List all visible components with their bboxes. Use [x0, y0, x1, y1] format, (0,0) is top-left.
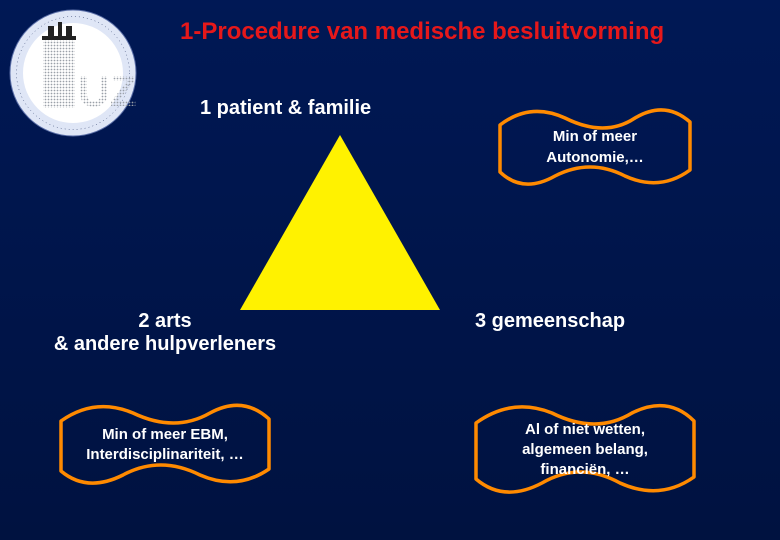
vertex-left-line2: & andere hulpverleners [54, 333, 276, 355]
vertex-right-label: 3 gemeenschap [475, 310, 625, 333]
vertex-left-label: 2 arts & andere hulpverleners [45, 310, 285, 356]
callout-ebm: Min of meer EBM, Interdisciplinariteit, … [55, 395, 275, 495]
university-seal-logo: UZ [8, 8, 138, 138]
callout-ebm-line2: Interdisciplinariteit, … [86, 445, 244, 465]
callout-laws-line1: Al of niet wetten, [525, 420, 645, 440]
logo-uz-text: UZ [78, 67, 137, 116]
decision-triangle [240, 135, 440, 310]
callout-laws-line2: algemeen belang, [522, 440, 648, 460]
callout-ebm-line1: Min of meer EBM, [102, 425, 228, 445]
callout-laws: Al of niet wetten, algemeen belang, fina… [470, 395, 700, 505]
callout-autonomy-line1: Min of meer [553, 127, 637, 147]
vertex-left-line1: 2 arts [138, 310, 191, 332]
callout-autonomy-line2: Autonomie,… [546, 148, 644, 168]
callout-laws-line3: financiën, … [540, 460, 629, 480]
slide-title: 1-Procedure van medische besluitvorming [180, 18, 664, 46]
callout-autonomy: Min of meer Autonomie,… [495, 100, 695, 195]
vertex-top-label: 1 patient & familie [200, 97, 371, 120]
